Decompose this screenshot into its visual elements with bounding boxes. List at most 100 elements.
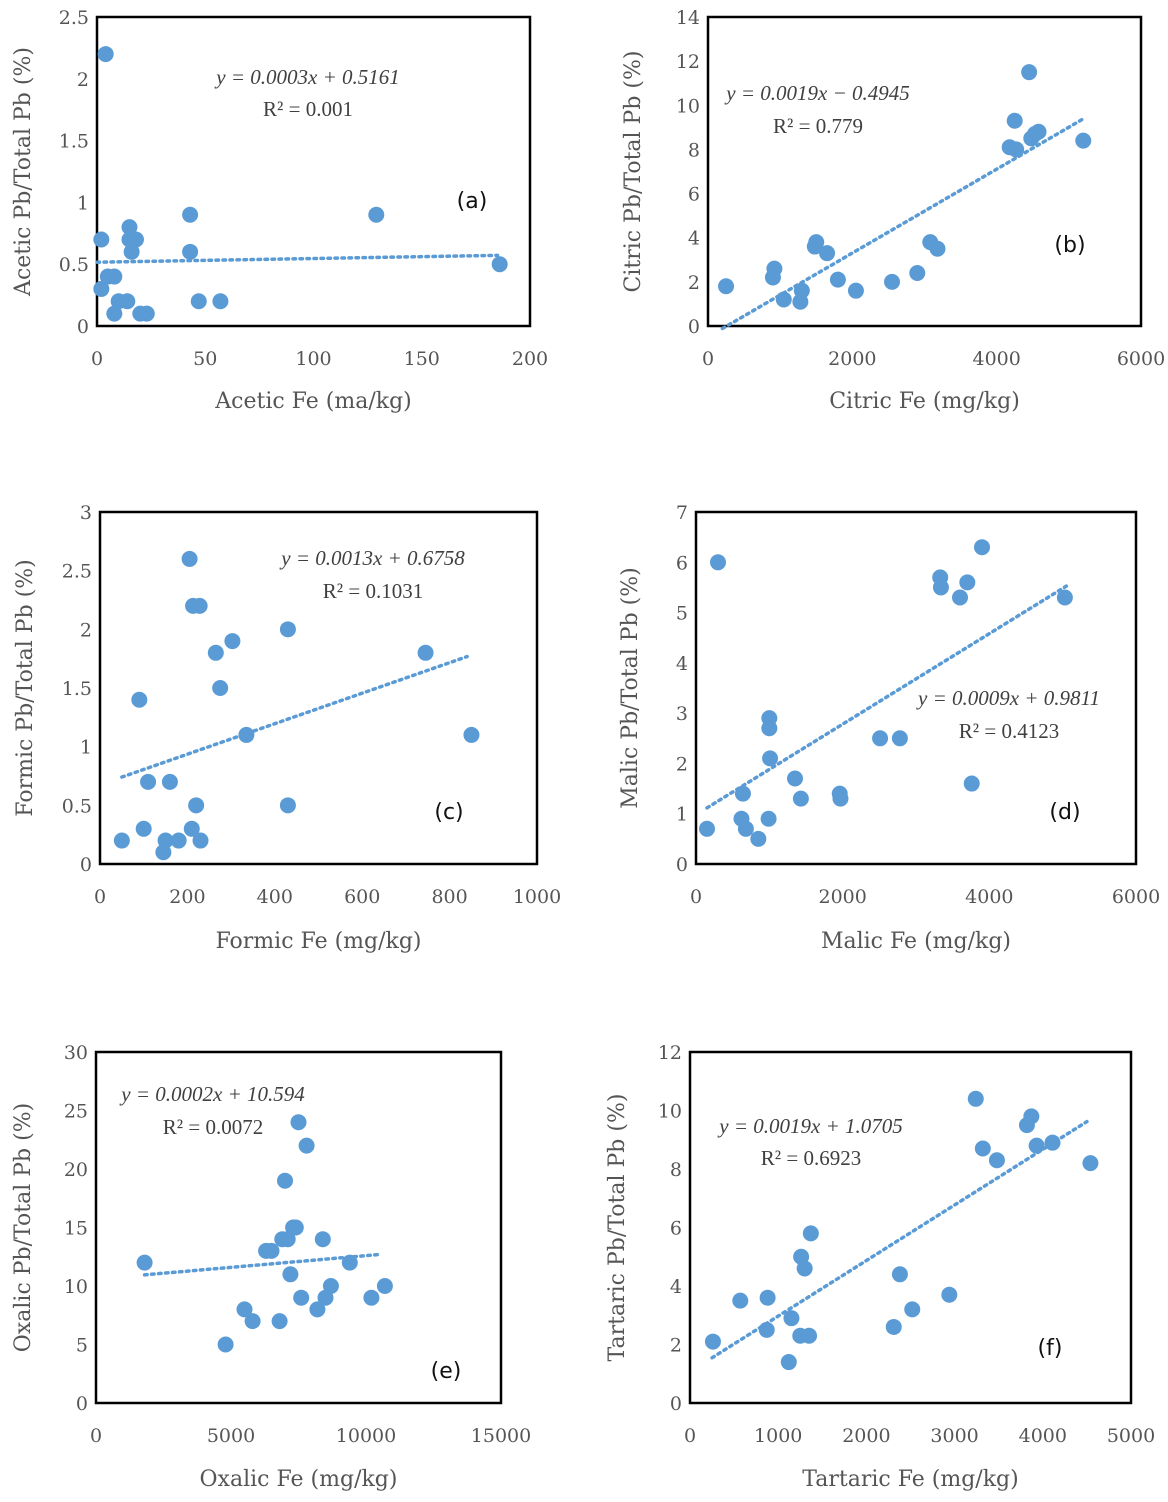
r-squared-label: R² = 0.779 [773,114,863,138]
y-tick-label: 5 [676,603,688,625]
y-tick-label: 0 [76,1393,88,1415]
data-point [759,1289,776,1306]
data-point [190,293,207,310]
y-tick-label: 2.5 [62,561,92,583]
data-point [376,1278,393,1294]
x-tick-label: 0 [690,886,702,908]
y-tick-label: 3 [80,502,92,524]
y-tick-label: 0 [676,854,688,876]
x-tick-label: 10000 [336,1425,396,1447]
data-point [277,1172,293,1189]
trendline [710,1119,1089,1360]
chart-panel-b: 0 2 4 6 8 10 12 14 0 2000 4000 6000 Citric Fe (mg/kg… [621,7,1165,414]
data-point [967,1090,984,1107]
x-tick-label: 0 [90,1425,102,1447]
data-point [734,785,751,802]
y-tick-label: 7 [676,502,688,524]
y-tick-label: 0.5 [59,254,89,276]
data-point [750,830,767,847]
y-tick-label: 30 [64,1042,88,1064]
y-axis-title: Tartaric Pb/Total Pb (%) [605,1094,630,1362]
data-point [1056,589,1073,606]
r-squared-label: R² = 0.0072 [163,1115,263,1139]
y-axis-title: Malic Pb/Total Pb (%) [618,567,643,808]
r-squared-label: R² = 0.1031 [323,579,423,603]
data-point [157,832,174,849]
y-tick-label: 2 [688,272,700,294]
y-axis-title: Citric Pb/Total Pb (%) [621,50,646,292]
plot-frame [95,15,532,328]
data-point [170,832,187,849]
y-tick-label: 0.5 [62,795,92,817]
data-point [135,820,152,837]
data-point [963,775,980,792]
data-point [298,1137,315,1154]
panel-label: (f) [1038,1336,1063,1361]
data-point [952,589,968,606]
data-point [293,1289,310,1306]
data-point [113,832,130,849]
plot-frame [694,510,1138,866]
panel-label: (b) [1054,233,1085,258]
y-tick-label: 2.5 [59,7,89,29]
data-point [775,291,792,308]
x-tick-label: 0 [94,886,106,908]
trend-equation: y = 0.0009x + 0.9811 [916,686,1100,710]
data-point [710,554,726,571]
y-tick-label: 10 [64,1276,88,1298]
x-tick-label: 4000 [972,348,1020,370]
x-tick-label: 800 [431,886,467,908]
chart-panel-e: 0 5 10 15 20 25 30 0 5000 10000 15000 Oxalic Fe (mg… [11,1042,531,1492]
data-point [279,621,296,638]
data-point [885,1318,902,1335]
data-point [290,1114,307,1131]
data-point [238,726,255,743]
x-tick-label: 200 [512,348,548,370]
chart-panel-f: 0 2 4 6 8 10 12 0 1000 2000 3000 4000 5000 Tartaric F… [605,1042,1155,1492]
data-point [1044,1134,1061,1151]
data-point [699,820,715,837]
data-point [314,1231,331,1248]
y-tick-label: 15 [64,1218,88,1240]
data-point [191,597,208,614]
trend-equation: y = 0.0019x + 1.0705 [717,1114,902,1138]
y-tick-label: 8 [688,139,700,161]
trend-equation: y = 0.0003x + 0.5161 [214,65,399,89]
x-axis-title: Malic Fe (mg/kg) [821,929,1011,954]
trendline [705,584,1069,810]
data-point [282,1266,299,1283]
x-axis-title: Acetic Fe (ma/kg) [214,389,411,414]
data-point [909,265,926,282]
data-point [884,273,901,290]
data-point [161,773,178,790]
data-point [138,305,155,322]
data-point [363,1289,380,1306]
plot-frame [94,1050,503,1405]
y-tick-label: 1.5 [62,678,92,700]
data-point [718,278,735,295]
trend-equation: y = 0.0019x − 0.4945 [724,81,909,105]
y-tick-label: 1.5 [59,131,89,153]
data-point [847,282,864,299]
data-point [1008,141,1025,158]
y-tick-label: 1 [77,192,89,214]
data-point [704,1333,721,1350]
x-axis-title: Oxalic Fe (mg/kg) [200,1467,398,1492]
y-tick-label: 0 [80,854,92,876]
data-point [463,726,480,743]
data-point [188,797,205,814]
y-tick-label: 12 [676,51,700,73]
panel-label: (e) [431,1359,462,1384]
data-point [368,206,385,223]
y-tick-label: 2 [670,1335,682,1357]
y-tick-label: 5 [76,1335,88,1357]
y-tick-label: 3 [676,703,688,725]
x-axis-title: Tartaric Fe (mg/kg) [802,1467,1018,1492]
data-point [959,574,976,591]
data-point [271,1313,288,1330]
data-point [192,832,209,849]
data-point [801,1327,818,1344]
trendline [120,654,469,779]
x-tick-label: 3000 [930,1425,978,1447]
data-point [793,282,810,299]
